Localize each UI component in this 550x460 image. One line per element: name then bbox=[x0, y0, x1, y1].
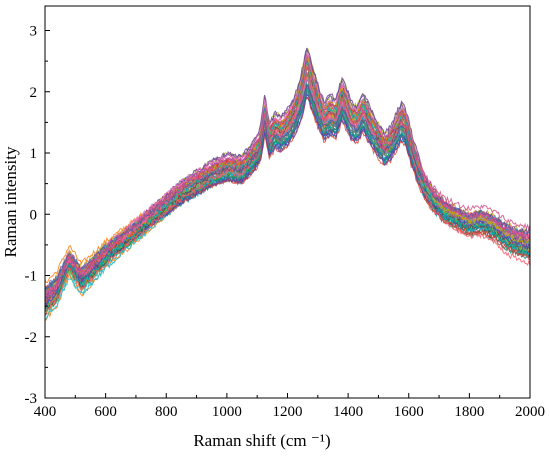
y-axis-title: Raman intensity bbox=[1, 146, 20, 257]
series-line-45 bbox=[44, 65, 531, 311]
series-line-2 bbox=[44, 56, 531, 308]
y-tick-label: 2 bbox=[30, 85, 38, 101]
x-tick-label: 1600 bbox=[394, 404, 424, 420]
x-tick-label: 800 bbox=[155, 404, 178, 420]
x-tick-label: 1400 bbox=[333, 404, 363, 420]
series-line-40 bbox=[44, 63, 531, 313]
plot-frame bbox=[44, 5, 531, 399]
series-line-3 bbox=[44, 63, 531, 301]
y-tick-label: 0 bbox=[30, 207, 38, 223]
series-line-30 bbox=[44, 53, 531, 294]
series-line-17 bbox=[44, 59, 531, 296]
series-line-6 bbox=[44, 54, 531, 305]
series-line-21 bbox=[44, 62, 531, 304]
series-line-5 bbox=[44, 67, 531, 305]
series-layer bbox=[44, 47, 531, 321]
series-line-23 bbox=[44, 67, 531, 297]
series-line-20 bbox=[44, 68, 531, 300]
series-line-13 bbox=[44, 63, 531, 308]
y-tick-label: 3 bbox=[30, 24, 38, 40]
axis-layer: 400 600 800 1000 1200 1400 1600 1800 2000 -3 -2 -1 0… bbox=[25, 24, 546, 421]
y-tick-label: 1 bbox=[30, 146, 38, 162]
series-line-22 bbox=[44, 47, 531, 299]
series-line-35 bbox=[44, 57, 531, 311]
x-tick-label: 400 bbox=[34, 404, 57, 420]
x-axis-title: Raman shift (cm ⁻¹) bbox=[193, 431, 330, 450]
y-tick-label: -1 bbox=[25, 269, 38, 285]
series-line-27 bbox=[44, 53, 531, 315]
series-line-32 bbox=[44, 71, 531, 291]
series-line-14 bbox=[44, 47, 531, 305]
series-line-42 bbox=[44, 65, 531, 310]
x-tick-label: 1000 bbox=[212, 404, 242, 420]
x-tick-label: 1200 bbox=[273, 404, 303, 420]
series-line-8 bbox=[44, 47, 531, 302]
x-tick-label: 2000 bbox=[515, 404, 545, 420]
y-tick-label: -2 bbox=[25, 330, 38, 346]
x-tick-label: 1800 bbox=[454, 404, 484, 420]
series-line-47 bbox=[44, 72, 531, 294]
series-line-43 bbox=[44, 60, 531, 312]
y-tick-label: -3 bbox=[25, 391, 38, 407]
x-tick-label: 600 bbox=[94, 404, 117, 420]
series-line-44 bbox=[44, 58, 531, 300]
